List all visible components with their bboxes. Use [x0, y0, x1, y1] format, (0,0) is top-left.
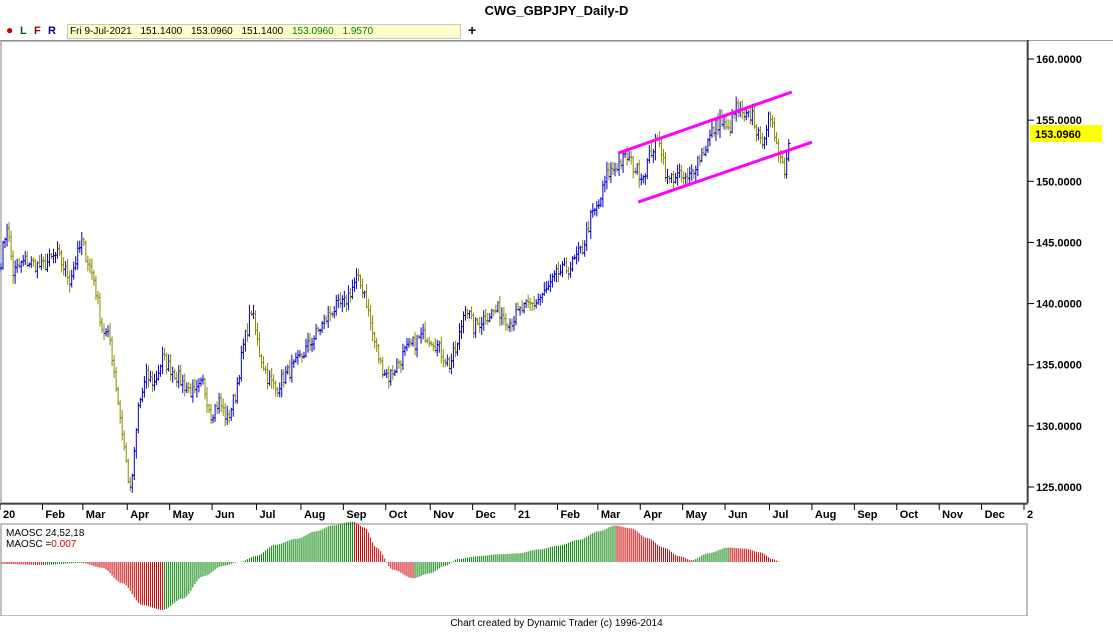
quote-open: 151.1400: [140, 26, 183, 37]
last-price-tag: [1030, 125, 1102, 142]
tool-button-r[interactable]: R: [48, 25, 56, 37]
y-tick-label: 160.0000: [1036, 54, 1082, 66]
toolbar: ● L F R Fri 9-Jul-2021 151.1400 153.0960…: [0, 22, 1113, 41]
x-tick-label: Jun: [215, 509, 235, 521]
quote-close: 153.0960: [291, 26, 334, 37]
channel-line: [617, 90, 793, 155]
x-tick-label: Apr: [643, 509, 663, 521]
x-tick-label: Sep: [857, 509, 877, 521]
y-tick-label: 150.0000: [1036, 176, 1082, 188]
x-tick-label: Oct: [389, 509, 408, 521]
y-tick-label: 140.0000: [1036, 299, 1082, 311]
x-tick-label: Feb: [45, 509, 65, 521]
x-tick-label: Dec: [985, 509, 1005, 521]
channel-line: [637, 140, 813, 204]
y-tick-label: 145.0000: [1036, 237, 1082, 249]
quote-change: 1.9570: [342, 26, 374, 37]
x-tick-label: Jul: [773, 509, 789, 521]
add-plus-icon[interactable]: +: [468, 22, 477, 38]
tool-button-f[interactable]: F: [34, 25, 41, 37]
x-tick-label: 20: [3, 509, 15, 521]
x-tick-label: 2: [1027, 509, 1033, 521]
x-tick-label: Apr: [130, 509, 150, 521]
x-tick-label: Jun: [728, 509, 748, 521]
x-tick-label: Nov: [942, 509, 964, 521]
price-panel: [0, 40, 1028, 504]
x-tick-label: May: [173, 509, 195, 521]
channel-lines: [617, 90, 813, 204]
indicator-value: 0.007: [51, 539, 76, 550]
x-tick-label: May: [686, 509, 708, 521]
y-tick-label: 135.0000: [1036, 360, 1082, 372]
quote-date: Fri 9-Jul-2021: [70, 26, 132, 37]
x-axis: 20 Feb Mar Apr May Jun Jul Aug Sep Oct Nov Dec 21 Feb…: [0, 504, 1033, 521]
x-tick-label: Oct: [900, 509, 919, 521]
price-bars: [0, 96, 791, 494]
quote-high: 153.0960: [190, 26, 233, 37]
x-tick-label: Dec: [476, 509, 496, 521]
oscillator-histogram: [0, 521, 780, 610]
x-tick-label: 21: [518, 509, 530, 521]
indicator-panel: [0, 523, 1028, 616]
x-tick-label: Feb: [560, 509, 580, 521]
y-tick-label: 130.0000: [1036, 421, 1082, 433]
chart-area: 160.0000 155.0000 150.0000 145.0000 140.0000…: [0, 40, 1102, 616]
x-tick-label: Mar: [86, 509, 106, 521]
x-tick-label: Sep: [346, 509, 366, 521]
quote-bar: Fri 9-Jul-2021 151.1400 153.0960 151.140…: [67, 24, 461, 39]
footer-credit: Chart created by Dynamic Trader (c) 1996…: [450, 618, 663, 629]
y-tick-label: 155.0000: [1036, 115, 1082, 127]
last-price-label: 153.0960: [1035, 129, 1081, 141]
x-tick-label: Aug: [304, 509, 325, 521]
x-tick-label: Aug: [815, 509, 836, 521]
y-tick-label: 125.0000: [1036, 482, 1082, 494]
x-tick-label: Jul: [260, 509, 276, 521]
indicator-name: MAOSC 24,52,18: [6, 528, 85, 539]
indicator-value-label: MAOSC =0.007: [6, 539, 77, 550]
tool-button-l[interactable]: L: [20, 25, 27, 37]
x-tick-label: Mar: [601, 509, 621, 521]
y-axis: 160.0000 155.0000 150.0000 145.0000 140.0000…: [1028, 54, 1082, 494]
x-tick-label: Nov: [433, 509, 455, 521]
chart-title: CWG_GBPJPY_Daily-D: [0, 0, 1113, 23]
status-dot-icon: ●: [6, 23, 14, 37]
quote-low: 151.1400: [241, 26, 284, 37]
